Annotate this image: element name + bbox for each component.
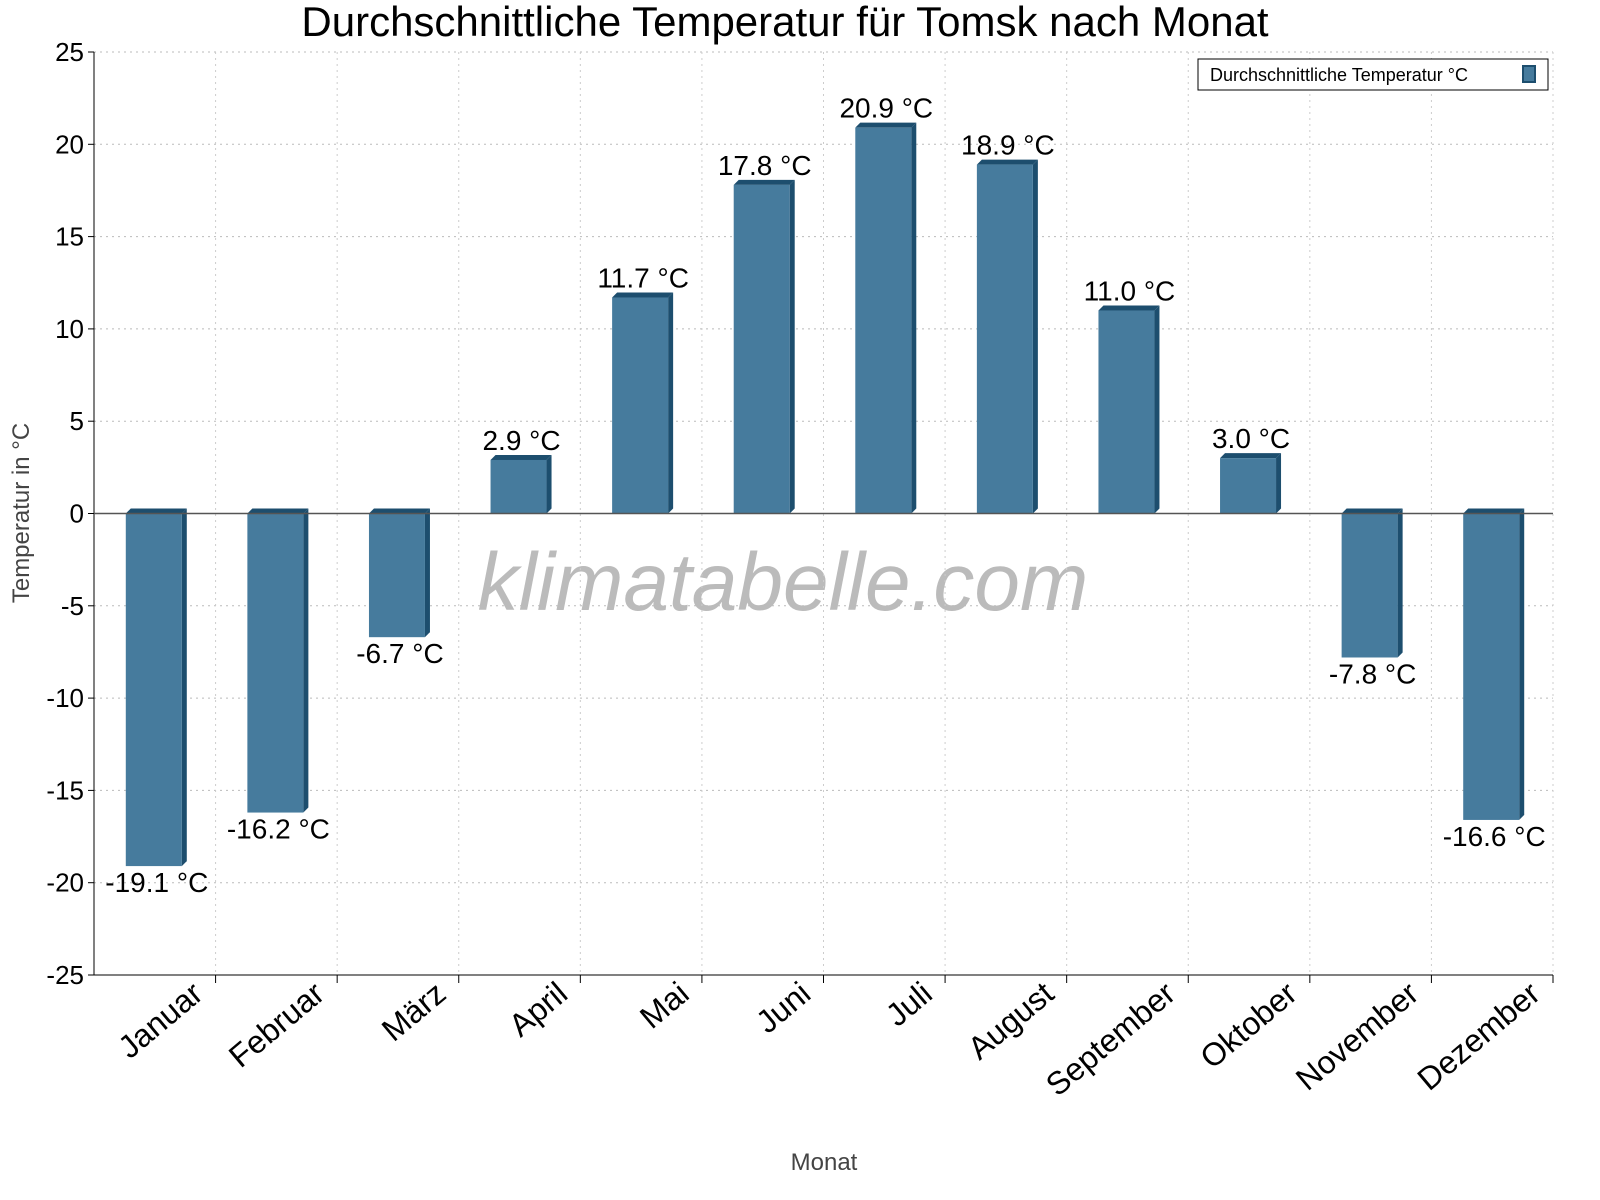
chart-title: Durchschnittliche Temperatur für Tomsk n… (301, 0, 1269, 45)
y-tick-label: -10 (46, 683, 84, 713)
y-tick-label: -5 (61, 591, 84, 621)
y-tick-label: 15 (55, 222, 84, 252)
data-label: 18.9 °C (961, 130, 1055, 161)
bar (1220, 458, 1277, 514)
y-tick-label: -20 (46, 868, 84, 898)
x-tick-label: August (961, 975, 1061, 1067)
bar-side (1276, 453, 1282, 514)
data-label: 17.8 °C (718, 150, 812, 181)
bar-top (368, 508, 430, 514)
x-tick-label: April (502, 975, 574, 1044)
bar-top (1341, 508, 1403, 514)
data-label: -16.2 °C (227, 814, 330, 845)
bar-side (1032, 159, 1038, 514)
bar-top (855, 122, 917, 128)
legend-swatch (1522, 65, 1536, 83)
y-tick-label: 0 (70, 499, 84, 529)
bar (1463, 513, 1520, 820)
y-tick-label: 20 (55, 129, 84, 159)
x-tick-label: März (375, 975, 453, 1048)
bar-side (911, 122, 917, 514)
bar-top (247, 508, 309, 514)
data-label: -7.8 °C (1329, 658, 1416, 689)
bar-top (1463, 508, 1525, 514)
bar-top (733, 179, 795, 185)
x-axis-label: Monat (791, 1149, 858, 1176)
y-tick-label: 25 (55, 37, 84, 67)
watermark: klimatabelle.com (478, 537, 1089, 628)
bar (855, 127, 912, 514)
data-label: 11.7 °C (597, 263, 689, 294)
y-tick-label: 10 (55, 314, 84, 344)
bar-side (181, 508, 187, 867)
y-axis-label: Temperatur in °C (8, 423, 35, 603)
bar-side (424, 508, 430, 638)
x-tick-label: Juni (749, 975, 817, 1040)
bar-side (1519, 508, 1525, 820)
bar (612, 297, 669, 514)
bar-top (612, 292, 674, 298)
x-tick-label: Oktober (1193, 975, 1304, 1076)
x-tick-label: Januar (111, 975, 209, 1066)
bar-top (490, 454, 552, 460)
legend: Durchschnittliche Temperatur °C (1197, 58, 1549, 91)
bar (247, 513, 304, 813)
bar-side (668, 292, 674, 514)
bar-top (125, 508, 187, 514)
y-tick-label: 5 (70, 406, 84, 436)
bar-side (789, 179, 795, 514)
x-tick-label: Dezember (1410, 975, 1546, 1098)
bar-top (976, 159, 1038, 165)
bar-top (1098, 305, 1160, 311)
data-label: -6.7 °C (356, 638, 443, 669)
data-label: 11.0 °C (1084, 275, 1176, 306)
bar (490, 459, 547, 514)
bar (1098, 310, 1155, 514)
data-label: 20.9 °C (839, 93, 933, 124)
x-tick-label: Februar (222, 975, 331, 1075)
bar (733, 184, 790, 514)
x-tick-label: Mai (633, 975, 696, 1036)
x-tick-label: November (1289, 975, 1425, 1098)
bar-side (546, 454, 552, 514)
bar (1341, 513, 1398, 658)
data-label: -16.6 °C (1443, 821, 1546, 852)
bar-top (1220, 453, 1282, 459)
bar (125, 513, 182, 867)
x-tick-label: September (1039, 975, 1182, 1103)
data-label: 2.9 °C (482, 425, 560, 456)
legend-label: Durchschnittliche Temperatur °C (1210, 65, 1468, 85)
y-tick-label: -25 (46, 960, 84, 990)
bar-side (303, 508, 309, 813)
y-tick-label: -15 (46, 775, 84, 805)
data-label: 3.0 °C (1212, 423, 1290, 454)
bar-side (1397, 508, 1403, 658)
bar (368, 513, 425, 638)
x-tick-label: Juli (879, 975, 939, 1033)
data-label: -19.1 °C (105, 867, 208, 898)
bar-side (1154, 305, 1160, 514)
bar (976, 164, 1033, 514)
